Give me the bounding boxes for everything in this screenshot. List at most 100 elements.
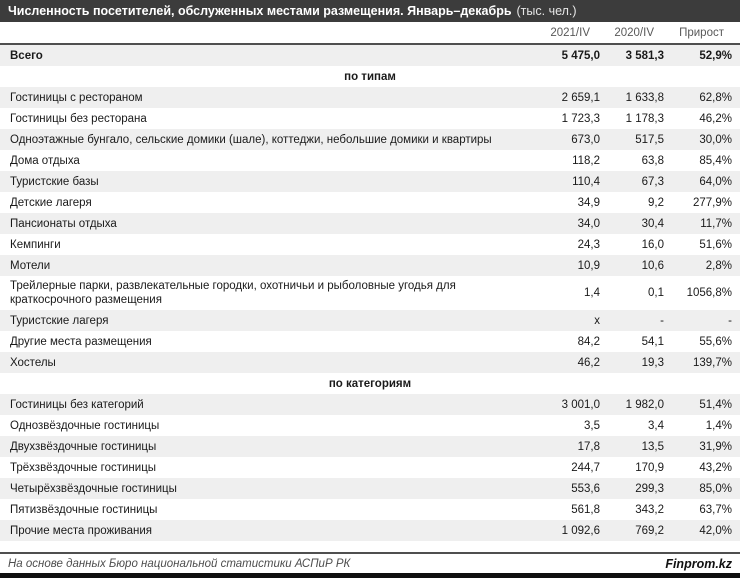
row-label: Гостиницы без категорий [10, 398, 144, 411]
row-label: Хостелы [10, 356, 56, 369]
value-2020: 343,2 [635, 503, 664, 516]
row-label: Пятизвёздочные гостиницы [10, 503, 158, 516]
table-row: Двухзвёздочные гостиницы 17,8 13,5 31,9% [0, 436, 740, 457]
value-2020: 3 581,3 [625, 49, 664, 62]
value-2021: 10,9 [577, 259, 600, 272]
column-header-growth: Прирост [679, 26, 724, 39]
value-2020: 16,0 [641, 238, 664, 251]
value-2020: 13,5 [641, 440, 664, 453]
table-row: Четырёхзвёздочные гостиницы 553,6 299,3 … [0, 478, 740, 499]
row-label: Детские лагеря [10, 196, 92, 209]
row-label: Дома отдыха [10, 154, 80, 167]
table-row: Гостиницы без ресторана 1 723,3 1 178,3 … [0, 108, 740, 129]
row-label: Прочие места проживания [10, 524, 152, 537]
bottom-accent-bar [0, 573, 740, 578]
value-2021: 561,8 [571, 503, 600, 516]
value-2021: 1 723,3 [561, 112, 600, 125]
value-2021: 3,5 [584, 419, 600, 432]
row-label: Однозвёздочные гостиницы [10, 419, 160, 432]
value-2021: 17,8 [577, 440, 600, 453]
table-row: Туристские базы 110,4 67,3 64,0% [0, 171, 740, 192]
value-growth: 85,0% [699, 482, 732, 495]
row-label: Всего [10, 49, 43, 62]
value-2021: 5 475,0 [561, 49, 600, 62]
value-2021: 84,2 [577, 335, 600, 348]
column-header-2021: 2021/IV [550, 26, 590, 39]
section-title: по категориям [328, 377, 412, 390]
value-2020: 63,8 [641, 154, 664, 167]
row-label: Гостиницы с рестораном [10, 91, 143, 104]
value-2021: 673,0 [571, 133, 600, 146]
table-row: Трейлерные парки, развлекательные городк… [0, 276, 740, 310]
row-label: Одноэтажные бунгало, сельские домики (ша… [10, 133, 492, 146]
row-label: Трейлерные парки, развлекательные городк… [10, 280, 456, 306]
value-2021: 3 001,0 [561, 398, 600, 411]
value-2021: 34,0 [577, 217, 600, 230]
footer-bar: На основе данных Бюро национальной стати… [0, 552, 740, 573]
table-row: Туристские лагеря x - - [0, 310, 740, 331]
value-growth: - [728, 314, 732, 327]
section-header-by-category: по категориям [0, 373, 740, 394]
value-2021: 2 659,1 [561, 91, 600, 104]
value-2021: 1,4 [584, 287, 600, 299]
value-2020: 1 178,3 [625, 112, 664, 125]
table-row: Хостелы 46,2 19,3 139,7% [0, 352, 740, 373]
value-growth: 42,0% [699, 524, 732, 537]
value-2020: 9,2 [648, 196, 664, 209]
table-row: Детские лагеря 34,9 9,2 277,9% [0, 192, 740, 213]
value-2020: - [660, 314, 664, 327]
value-growth: 64,0% [699, 175, 732, 188]
title-bar: Численность посетителей, обслуженных мес… [0, 0, 740, 22]
value-2021: 110,4 [572, 175, 600, 188]
page-title-unit: (тыс. чел.) [516, 4, 577, 18]
value-growth: 43,2% [699, 461, 732, 474]
column-header-label [0, 30, 522, 36]
row-label: Туристские базы [10, 175, 99, 188]
value-growth: 85,4% [699, 154, 732, 167]
value-growth: 51,6% [699, 238, 732, 251]
row-label: Мотели [10, 259, 51, 272]
value-growth: 139,7% [692, 356, 732, 369]
value-2020: 0,1 [648, 287, 664, 299]
value-2021: 34,9 [577, 196, 600, 209]
row-label: Четырёхзвёздочные гостиницы [10, 482, 177, 495]
value-growth: 62,8% [699, 91, 732, 104]
value-growth: 277,9% [692, 196, 732, 209]
section-header-by-type: по типам [0, 66, 740, 87]
row-label: Трёхзвёздочные гостиницы [10, 461, 157, 474]
section-title: по типам [344, 70, 396, 83]
row-label: Гостиницы без ресторана [10, 112, 147, 125]
data-source-note: На основе данных Бюро национальной стати… [8, 557, 351, 570]
value-2020: 1 633,8 [625, 91, 664, 104]
value-2020: 67,3 [641, 175, 664, 188]
table-row: Однозвёздочные гостиницы 3,5 3,4 1,4% [0, 415, 740, 436]
value-2020: 3,4 [648, 419, 664, 432]
value-2021: 118,2 [572, 154, 600, 167]
value-2020: 1 982,0 [625, 398, 664, 411]
row-label: Кемпинги [10, 238, 61, 251]
value-growth: 52,9% [699, 49, 732, 62]
brand-logo-text: Finprom.kz [665, 556, 732, 571]
value-growth: 31,9% [699, 440, 732, 453]
value-growth: 1056,8% [686, 287, 732, 299]
value-2021: 46,2 [577, 356, 600, 369]
value-growth: 2,8% [705, 259, 732, 272]
row-label: Другие места размещения [10, 335, 152, 348]
table-row: Одноэтажные бунгало, сельские домики (ша… [0, 129, 740, 150]
value-growth: 51,4% [699, 398, 732, 411]
value-growth: 63,7% [699, 503, 732, 516]
table-row-total: Всего 5 475,0 3 581,3 52,9% [0, 45, 740, 66]
row-label: Двухзвёздочные гостиницы [10, 440, 157, 453]
value-2020: 10,6 [641, 259, 664, 272]
table-row: Мотели 10,9 10,6 2,8% [0, 255, 740, 276]
value-2020: 299,3 [635, 482, 664, 495]
table-row: Прочие места проживания 1 092,6 769,2 42… [0, 520, 740, 541]
value-2021: 244,7 [571, 461, 600, 474]
table-row: Другие места размещения 84,2 54,1 55,6% [0, 331, 740, 352]
value-2020: 517,5 [635, 133, 664, 146]
table-column-header: 2021/IV 2020/IV Прирост [0, 22, 740, 45]
value-2021: x [594, 314, 600, 327]
value-2020: 30,4 [641, 217, 664, 230]
value-growth: 1,4% [705, 419, 732, 432]
